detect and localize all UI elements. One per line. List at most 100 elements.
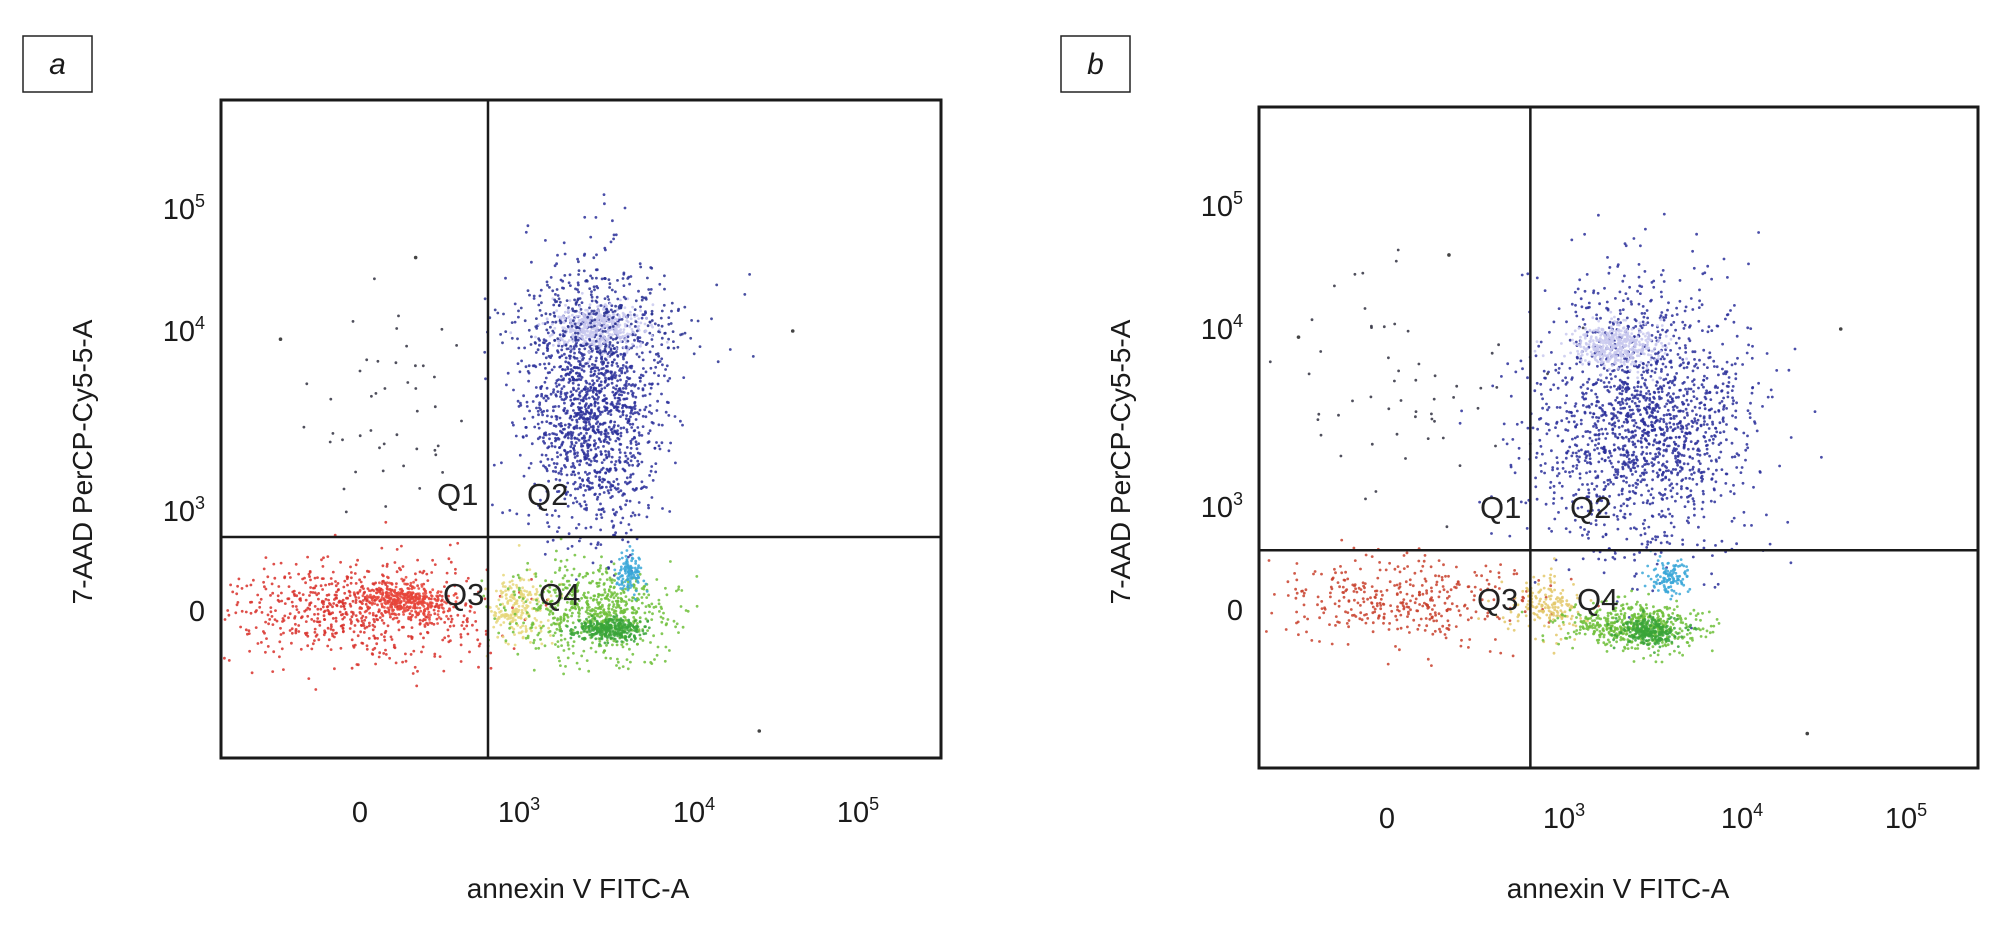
- data-point: [599, 319, 603, 323]
- data-point: [569, 395, 572, 399]
- data-point: [613, 585, 616, 589]
- data-point: [516, 652, 520, 656]
- data-point: [624, 334, 627, 338]
- data-point: [399, 607, 402, 611]
- data-point: [534, 335, 537, 339]
- data-point: [1765, 513, 1768, 517]
- data-point: [566, 596, 570, 600]
- data-point: [661, 363, 664, 367]
- data-point: [657, 330, 660, 333]
- data-point: [381, 580, 384, 583]
- data-point: [269, 606, 273, 609]
- data-point: [546, 521, 549, 525]
- data-point: [559, 633, 563, 637]
- data-point: [621, 364, 625, 367]
- data-point: [527, 522, 530, 526]
- data-point: [372, 594, 376, 598]
- data-point: [577, 523, 581, 526]
- data-point: [545, 386, 549, 390]
- data-point: [621, 645, 625, 649]
- data-point: [1597, 437, 1601, 441]
- data-point: [604, 618, 607, 621]
- data-point: [566, 367, 570, 371]
- data-point: [1681, 409, 1685, 413]
- data-point: [582, 369, 586, 373]
- data-point: [679, 605, 683, 608]
- data-point: [562, 241, 566, 245]
- data-point: [613, 309, 617, 313]
- data-point: [227, 659, 231, 662]
- data-point: [648, 320, 652, 324]
- data-point: [593, 459, 597, 462]
- data-point: [389, 615, 392, 619]
- data-point: [618, 316, 622, 319]
- data-point: [321, 565, 325, 568]
- data-point: [377, 610, 380, 614]
- data-point: [569, 414, 573, 418]
- data-point: [1687, 387, 1690, 391]
- data-point: [710, 317, 713, 321]
- data-point: [281, 617, 285, 620]
- data-point: [626, 339, 630, 343]
- data-point: [421, 364, 425, 368]
- data-point: [619, 569, 622, 572]
- data-point: [667, 316, 671, 319]
- data-point: [394, 661, 398, 665]
- data-point: [631, 472, 635, 476]
- data-point: [353, 624, 357, 627]
- data-point: [588, 303, 592, 306]
- data-point: [376, 359, 380, 363]
- data-point: [440, 327, 444, 331]
- tick-base: 10: [837, 797, 869, 829]
- data-point: [553, 445, 557, 449]
- data-point: [648, 410, 651, 414]
- data-point: [558, 625, 562, 629]
- data-point: [618, 557, 621, 561]
- data-point: [650, 312, 654, 316]
- data-point: [397, 628, 401, 632]
- data-point: [533, 482, 537, 486]
- data-point: [573, 601, 577, 605]
- data-point: [370, 394, 373, 398]
- data-point: [335, 590, 338, 594]
- data-point: [579, 415, 582, 419]
- data-point: [372, 618, 376, 621]
- data-point: [575, 314, 579, 318]
- data-point: [639, 342, 643, 345]
- data-point: [657, 598, 661, 602]
- data-point: [663, 331, 667, 335]
- data-point: [583, 339, 586, 342]
- data-point: [535, 317, 538, 320]
- data-point: [577, 383, 580, 387]
- data-point: [578, 350, 581, 354]
- data-point: [598, 383, 601, 387]
- data-point: [403, 595, 406, 599]
- data-point: [293, 616, 296, 620]
- data-point: [331, 632, 334, 636]
- data-point: [309, 578, 312, 582]
- data-point: [617, 490, 621, 494]
- data-point: [613, 637, 617, 641]
- data-point: [673, 415, 677, 418]
- data-point: [621, 413, 625, 417]
- data-point: [556, 530, 559, 533]
- data-point: [535, 590, 539, 594]
- data-point: [592, 387, 596, 391]
- data-point: [580, 291, 584, 295]
- data-point: [637, 607, 640, 610]
- data-point: [566, 643, 570, 647]
- data-point: [650, 319, 654, 322]
- data-point: [653, 371, 656, 375]
- data-point: [1708, 351, 1712, 355]
- data-point: [623, 313, 626, 316]
- data-point: [350, 666, 354, 670]
- data-point: [638, 572, 642, 576]
- data-point: [597, 376, 601, 380]
- data-point: [378, 616, 382, 619]
- data-point: [592, 443, 596, 446]
- data-point: [594, 333, 598, 337]
- data-point: [326, 555, 330, 558]
- data-point: [595, 253, 598, 257]
- data-point: [598, 601, 602, 604]
- data-point: [641, 394, 645, 398]
